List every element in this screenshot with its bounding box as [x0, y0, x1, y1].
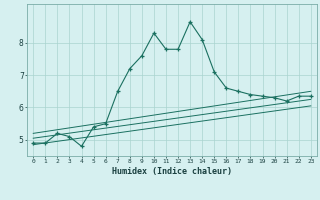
X-axis label: Humidex (Indice chaleur): Humidex (Indice chaleur) [112, 167, 232, 176]
